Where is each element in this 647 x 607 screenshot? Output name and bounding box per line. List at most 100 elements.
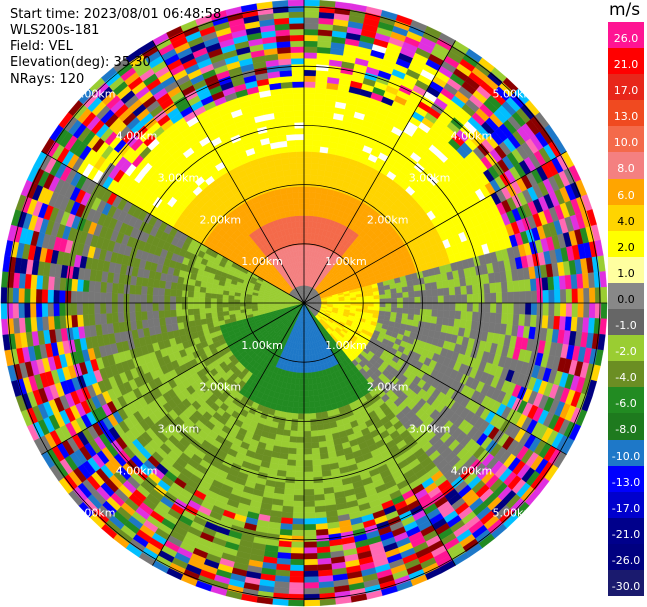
velocity-gate <box>312 134 322 141</box>
velocity-gate <box>589 302 596 319</box>
velocity-gate <box>313 494 325 502</box>
velocity-gate <box>413 290 421 298</box>
velocity-gate <box>303 69 317 77</box>
velocity-gate <box>153 318 161 327</box>
velocity-gate <box>489 282 497 294</box>
velocity-gate <box>466 285 473 295</box>
velocity-gate <box>436 316 444 326</box>
velocity-gate <box>170 316 178 325</box>
velocity-gate <box>291 529 305 537</box>
velocity-gate <box>316 46 331 54</box>
velocity-gate <box>373 294 380 300</box>
velocity-gate <box>41 289 49 304</box>
velocity-gate <box>418 283 426 291</box>
velocity-gate <box>396 302 404 309</box>
velocity-gate <box>524 314 532 327</box>
velocity-gate <box>282 499 294 507</box>
velocity-gate <box>285 470 296 478</box>
velocity-gate <box>134 294 142 304</box>
velocity-gate <box>290 553 305 560</box>
velocity-gate <box>296 442 305 449</box>
velocity-gate <box>530 290 538 304</box>
velocity-gate <box>294 389 300 397</box>
velocity-gate <box>303 46 318 53</box>
velocity-gate <box>303 407 310 414</box>
velocity-gate <box>483 312 491 323</box>
velocity-gate <box>286 465 296 472</box>
velocity-gate <box>99 292 107 304</box>
velocity-gate <box>293 395 300 403</box>
velocity-gate <box>507 291 514 304</box>
velocity-gate <box>303 436 312 444</box>
velocity-gate <box>316 546 331 554</box>
velocity-gate <box>295 454 305 461</box>
velocity-gate <box>303 28 319 36</box>
velocity-gate <box>295 460 305 467</box>
velocity-gate <box>303 221 309 228</box>
velocity-gate <box>314 505 327 513</box>
velocity-gate <box>283 488 295 496</box>
velocity-gate <box>71 314 79 328</box>
velocity-gate <box>182 315 190 323</box>
velocity-gate <box>286 459 296 467</box>
velocity-gate <box>211 311 218 318</box>
velocity-gate <box>395 287 403 294</box>
velocity-gate <box>507 302 514 315</box>
velocity-gate <box>303 401 310 409</box>
velocity-gate <box>200 318 208 325</box>
velocity-gate <box>94 291 101 304</box>
velocity-gate <box>431 295 439 304</box>
velocity-gate <box>152 302 159 312</box>
velocity-gate <box>281 441 290 449</box>
velocity-gate <box>111 282 119 294</box>
velocity-gate <box>472 293 480 304</box>
velocity-gate <box>306 355 311 362</box>
velocity-gate <box>291 418 299 426</box>
velocity-gate <box>295 448 305 455</box>
velocity-gate <box>500 281 508 293</box>
velocity-gate <box>233 299 241 304</box>
velocity-gate <box>117 293 124 304</box>
velocity-gate <box>187 284 195 292</box>
velocity-gate <box>117 283 125 294</box>
velocity-gate <box>501 302 509 314</box>
velocity-gate <box>222 306 229 312</box>
velocity-gate <box>298 407 305 414</box>
velocity-gate <box>599 271 607 288</box>
velocity-gate <box>356 296 363 301</box>
velocity-gate <box>310 430 319 438</box>
velocity-gate <box>175 302 182 310</box>
velocity-gate <box>216 298 223 304</box>
velocity-gate <box>152 287 160 296</box>
velocity-gate <box>135 285 142 295</box>
velocity-gate <box>169 309 177 318</box>
velocity-gate <box>431 302 439 311</box>
velocity-gate <box>519 302 526 315</box>
velocity-gate <box>187 302 194 310</box>
velocity-gate <box>303 524 317 531</box>
velocity-gate <box>301 349 305 356</box>
velocity-gate <box>408 297 415 304</box>
velocity-gate <box>303 588 320 595</box>
velocity-gate <box>577 288 584 304</box>
velocity-gate <box>12 302 19 319</box>
velocity-gate <box>47 276 55 291</box>
velocity-gate <box>425 289 433 297</box>
velocity-gate <box>303 465 313 473</box>
velocity-gate <box>198 297 206 304</box>
velocity-gate <box>303 58 317 65</box>
velocity-gate <box>385 307 392 313</box>
velocity-gate <box>303 349 307 356</box>
velocity-gate <box>519 291 526 304</box>
velocity-gate <box>471 284 479 295</box>
velocity-gate <box>402 302 410 309</box>
velocity-gate <box>303 104 315 112</box>
velocity-gate <box>105 302 113 314</box>
velocity-gate <box>175 309 183 317</box>
velocity-gate <box>303 558 318 566</box>
velocity-gate <box>312 389 319 396</box>
velocity-gate <box>390 288 397 295</box>
velocity-gate <box>307 378 313 385</box>
velocity-gate <box>303 384 309 391</box>
velocity-gate <box>47 289 54 304</box>
